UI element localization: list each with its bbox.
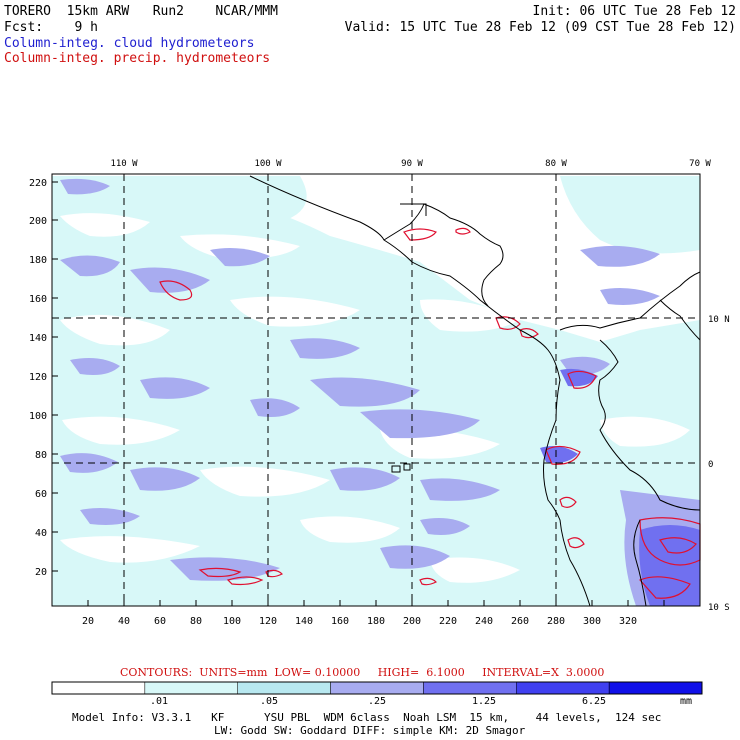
- colorbar-swatch: [144, 681, 238, 695]
- lat-label-10n: 10 N: [708, 315, 730, 325]
- colorbar-label: .25: [368, 696, 387, 707]
- latlon-grid: [52, 174, 700, 606]
- lon-label-90w: 90 W: [401, 159, 423, 169]
- axis-ticks: [52, 181, 665, 606]
- colorbar-swatch: [423, 681, 517, 695]
- colorbar-unit: mm: [680, 696, 693, 707]
- colorbar-swatch: [330, 681, 424, 695]
- colorbar-label: 1.25: [472, 696, 497, 707]
- colorbar-label: .05: [260, 696, 279, 707]
- x-grid-label: 100: [223, 616, 241, 627]
- y-grid-label: 220: [29, 178, 47, 189]
- colorbar-swatch: [516, 681, 610, 695]
- x-grid-label: 260: [511, 616, 529, 627]
- colorbar-frame: [51, 681, 703, 695]
- header-forecast: Fcst: 9 h: [4, 20, 98, 35]
- x-grid-label: 300: [583, 616, 601, 627]
- colorbar-swatch: [237, 681, 331, 695]
- y-grid-label: 100: [29, 411, 47, 422]
- model-info-line1: Model Info: V3.3.1 KF YSU PBL WDM 6class…: [72, 711, 662, 724]
- model-info-line2: LW: Godd SW: Goddard DIFF: simple KM: 2D…: [214, 724, 526, 737]
- colorbar: [51, 681, 703, 695]
- x-grid-label: 80: [190, 616, 202, 627]
- x-grid-label: 320: [619, 616, 637, 627]
- contour-info: CONTOURS: UNITS=mm LOW= 0.10000 HIGH= 6.…: [120, 666, 605, 679]
- y-grid-label: 120: [29, 372, 47, 383]
- field-shading: [52, 174, 700, 606]
- colorbar-label: .01: [150, 696, 169, 707]
- y-grid-label: 60: [35, 489, 47, 500]
- x-grid-label: 200: [403, 616, 421, 627]
- x-grid-label: 280: [547, 616, 565, 627]
- y-grid-label: 180: [29, 255, 47, 266]
- lon-label-80w: 80 W: [545, 159, 567, 169]
- header-title: TORERO 15km ARW Run2 NCAR/MMM: [4, 4, 278, 19]
- x-grid-label: 240: [475, 616, 493, 627]
- y-grid-label: 20: [35, 567, 47, 578]
- y-grid-label: 140: [29, 333, 47, 344]
- header-init: Init: 06 UTC Tue 28 Feb 12: [532, 4, 737, 19]
- field-precip-label: Column-integ. precip. hydrometeors: [4, 51, 271, 66]
- coastlines: [249, 175, 701, 607]
- y-grid-label: 160: [29, 294, 47, 305]
- field-cloud-label: Column-integ. cloud hydrometeors: [4, 36, 255, 51]
- colorbar-label: 6.25: [582, 696, 607, 707]
- colorbar-swatch: [51, 681, 146, 695]
- precip-contours: [159, 227, 701, 599]
- lat-label-0: 0: [708, 460, 713, 470]
- lon-label-100w: 100 W: [254, 159, 282, 169]
- lon-label-70w: 70 W: [689, 159, 711, 169]
- lon-label-110w: 110 W: [110, 159, 138, 169]
- x-grid-label: 120: [259, 616, 277, 627]
- y-grid-label: 40: [35, 528, 47, 539]
- x-grid-label: 180: [367, 616, 385, 627]
- x-grid-label: 20: [82, 616, 94, 627]
- x-grid-label: 160: [331, 616, 349, 627]
- colorbar-swatch: [608, 681, 703, 695]
- x-grid-label: 220: [439, 616, 457, 627]
- y-grid-label: 80: [35, 450, 47, 461]
- lat-label-10s: 10 S: [708, 603, 730, 613]
- x-grid-label: 60: [154, 616, 166, 627]
- x-grid-label: 140: [295, 616, 313, 627]
- y-grid-label: 200: [29, 216, 47, 227]
- x-grid-label: 40: [118, 616, 130, 627]
- header-valid: Valid: 15 UTC Tue 28 Feb 12 (09 CST Tue …: [344, 20, 736, 35]
